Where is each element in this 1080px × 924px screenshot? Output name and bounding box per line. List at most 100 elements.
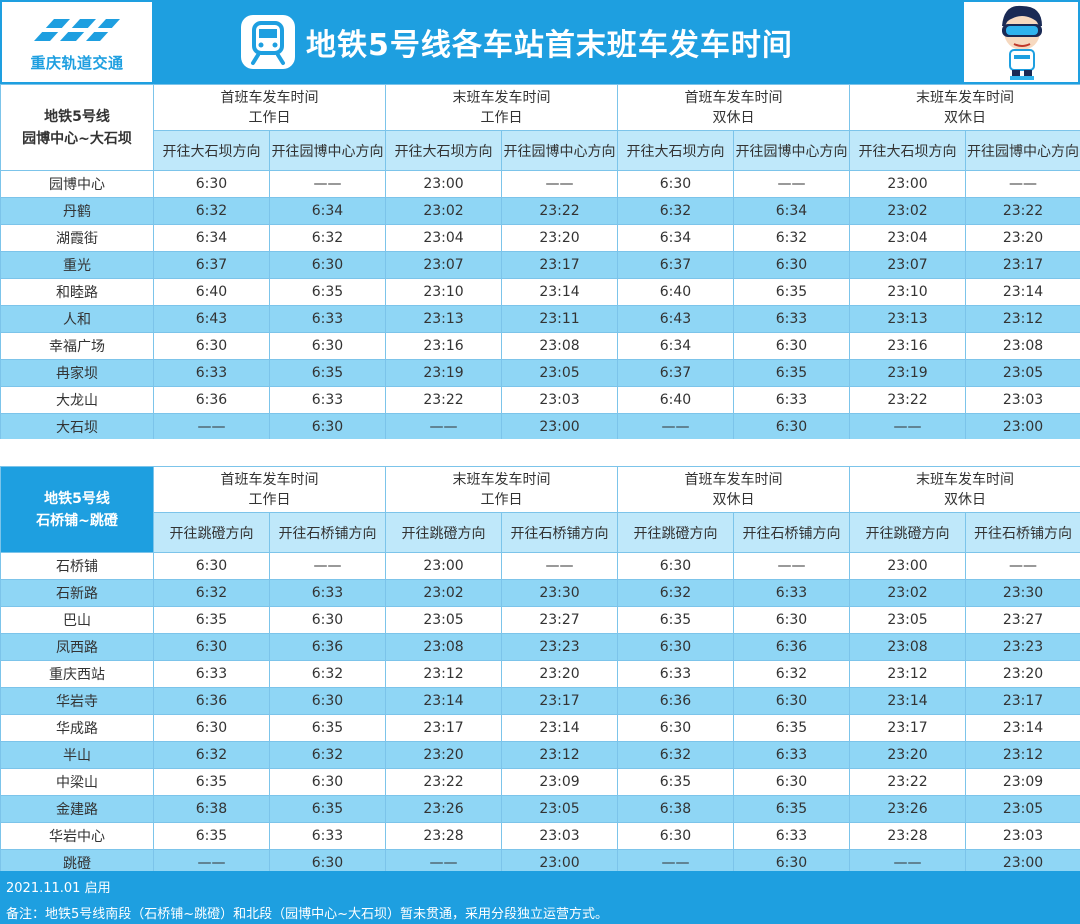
time-cell: 6:33 <box>733 741 850 769</box>
time-cell: 6:35 <box>269 714 386 742</box>
time-cell: 6:35 <box>617 606 734 634</box>
table-row: 幸福广场 6:30 6:30 23:16 23:08 6:34 6:30 23:16 23:08 <box>0 332 1080 360</box>
group-header: 首班车发车时间 双休日 <box>617 466 850 513</box>
time-cell: 23:12 <box>501 741 618 769</box>
time-cell: 23:00 <box>849 552 966 580</box>
line-segment: 园博中心~大石坝 <box>22 130 132 147</box>
time-cell: —— <box>501 552 618 580</box>
time-cell: 23:14 <box>501 714 618 742</box>
station-name: 半山 <box>0 741 154 769</box>
north-rows: 园博中心 6:30 —— 23:00 —— 6:30 —— 23:00 —— 丹鹤 6:32 6:34… <box>0 170 1080 441</box>
time-cell: 6:34 <box>153 224 270 252</box>
time-cell: 23:05 <box>501 359 618 387</box>
time-cell: —— <box>617 413 734 441</box>
table-row: 华岩中心 6:35 6:33 23:28 23:03 6:30 6:33 23:28 23:03 <box>0 822 1080 850</box>
time-cell: 6:34 <box>733 197 850 225</box>
time-cell: 6:30 <box>733 768 850 796</box>
time-cell: 23:04 <box>849 224 966 252</box>
time-cell: 6:37 <box>617 359 734 387</box>
time-cell: 6:33 <box>153 359 270 387</box>
direction-header: 开往大石坝方向 <box>153 130 270 171</box>
table-row: 大石坝 —— 6:30 —— 23:00 —— 6:30 —— 23:00 <box>0 413 1080 441</box>
station-name: 冉家坝 <box>0 359 154 387</box>
time-cell: 6:30 <box>733 332 850 360</box>
time-cell: 23:17 <box>501 251 618 279</box>
time-cell: 6:30 <box>269 413 386 441</box>
time-cell: 6:36 <box>153 386 270 414</box>
time-cell: 6:35 <box>733 714 850 742</box>
table-row: 园博中心 6:30 —— 23:00 —— 6:30 —— 23:00 —— <box>0 170 1080 198</box>
time-cell: 6:30 <box>733 687 850 715</box>
table-row: 丹鹤 6:32 6:34 23:02 23:22 6:32 6:34 23:02 23:22 <box>0 197 1080 225</box>
time-cell: —— <box>269 170 386 198</box>
direction-header: 开往跳磴方向 <box>849 512 966 553</box>
station-name: 华岩中心 <box>0 822 154 850</box>
time-cell: 23:08 <box>501 332 618 360</box>
time-cell: 6:36 <box>617 687 734 715</box>
time-cell: 6:32 <box>153 197 270 225</box>
time-cell: 23:14 <box>965 714 1080 742</box>
time-cell: —— <box>501 170 618 198</box>
time-cell: 6:35 <box>153 768 270 796</box>
time-cell: 6:30 <box>269 332 386 360</box>
page-footer: 2021.11.01 启用 备注：地铁5号线南段（石桥铺~跳磴）和北段（园博中心… <box>0 871 1080 924</box>
line-name-cell: 地铁5号线 石桥铺~跳磴 <box>0 466 154 553</box>
time-cell: 6:38 <box>617 795 734 823</box>
station-name: 石桥铺 <box>0 552 154 580</box>
time-cell: 6:33 <box>269 305 386 333</box>
direction-header: 开往跳磴方向 <box>617 512 734 553</box>
time-cell: 23:28 <box>849 822 966 850</box>
group-title: 末班车发车时间 <box>452 471 551 488</box>
time-cell: 6:30 <box>269 606 386 634</box>
time-cell: 23:17 <box>965 687 1080 715</box>
time-cell: 23:05 <box>385 606 502 634</box>
time-cell: 6:30 <box>153 633 270 661</box>
time-cell: 6:35 <box>733 359 850 387</box>
direction-header: 开往园博中心方向 <box>733 130 850 171</box>
time-cell: 23:03 <box>501 386 618 414</box>
direction-header: 开往大石坝方向 <box>617 130 734 171</box>
time-cell: —— <box>153 413 270 441</box>
time-cell: 23:02 <box>385 579 502 607</box>
section-gap <box>0 439 1080 466</box>
time-cell: 23:05 <box>965 359 1080 387</box>
time-cell: 6:34 <box>269 197 386 225</box>
time-cell: 23:20 <box>385 741 502 769</box>
time-cell: 23:00 <box>501 413 618 441</box>
time-cell: 6:33 <box>269 386 386 414</box>
group-daytype: 双休日 <box>712 491 755 508</box>
time-cell: 23:08 <box>849 633 966 661</box>
time-cell: 23:17 <box>385 714 502 742</box>
direction-header: 开往石桥铺方向 <box>269 512 386 553</box>
time-cell: 23:05 <box>501 795 618 823</box>
time-cell: 23:28 <box>385 822 502 850</box>
mascot-icon <box>1002 5 1042 80</box>
table-row: 重光 6:37 6:30 23:07 23:17 6:37 6:30 23:07 23:17 <box>0 251 1080 279</box>
time-cell: 23:30 <box>965 579 1080 607</box>
north-schedule-table: 地铁5号线 园博中心~大石坝 首班车发车时间 工作日 末班车发车时间 工作日 首… <box>0 84 1080 441</box>
time-cell: 23:17 <box>849 714 966 742</box>
group-title: 末班车发车时间 <box>916 471 1014 488</box>
time-cell: 23:16 <box>385 332 502 360</box>
time-cell: 23:27 <box>965 606 1080 634</box>
time-cell: 23:20 <box>965 660 1080 688</box>
time-cell: 6:30 <box>617 633 734 661</box>
direction-header: 开往石桥铺方向 <box>965 512 1080 553</box>
time-cell: 6:32 <box>269 660 386 688</box>
time-cell: 23:22 <box>849 386 966 414</box>
group-daytype: 双休日 <box>712 109 755 126</box>
group-header: 末班车发车时间 工作日 <box>385 466 618 513</box>
time-cell: 6:30 <box>733 413 850 441</box>
page-header: 重庆轨道交通 地铁5号线各车站首末班车发车时间 <box>0 0 1080 84</box>
station-name: 华成路 <box>0 714 154 742</box>
direction-header: 开往石桥铺方向 <box>733 512 850 553</box>
time-cell: 23:07 <box>849 251 966 279</box>
time-cell: —— <box>385 413 502 441</box>
time-cell: 6:40 <box>617 278 734 306</box>
time-cell: 6:33 <box>733 386 850 414</box>
time-cell: 6:32 <box>269 741 386 769</box>
time-cell: 6:36 <box>153 687 270 715</box>
mascot-box <box>964 2 1078 82</box>
table-row: 石桥铺 6:30 —— 23:00 —— 6:30 —— 23:00 —— <box>0 552 1080 580</box>
direction-header: 开往跳磴方向 <box>385 512 502 553</box>
